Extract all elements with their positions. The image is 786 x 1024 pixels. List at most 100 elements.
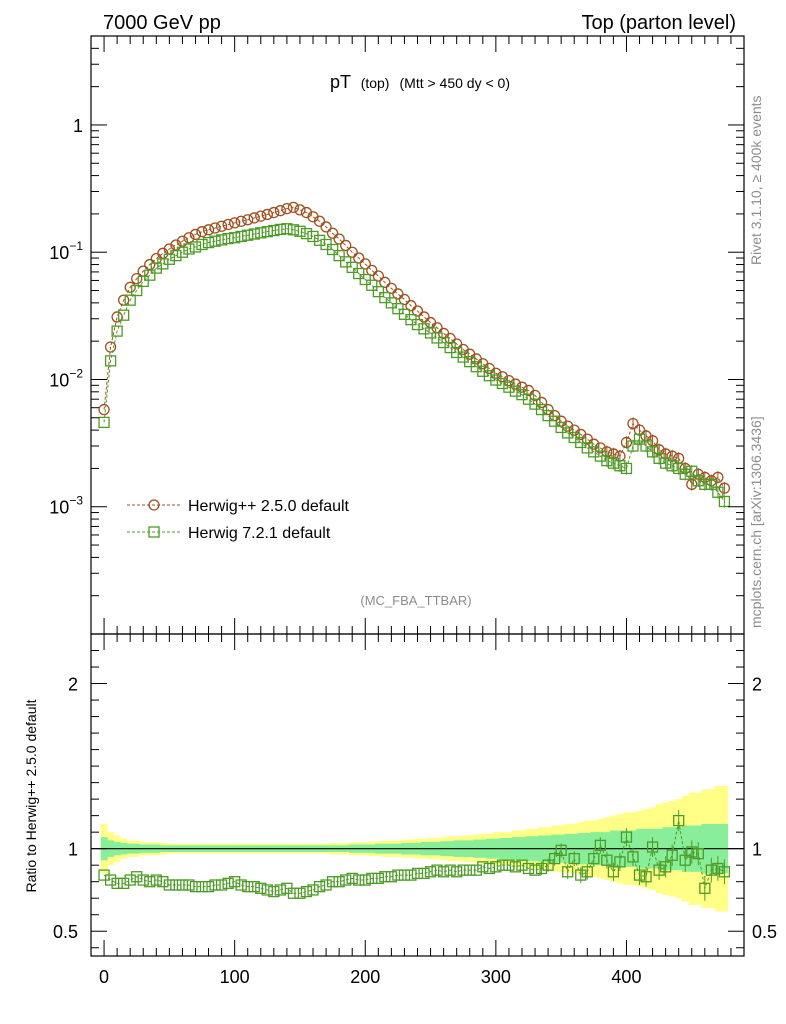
data-point-herwig-pp [594,442,606,454]
data-point-herwig-7 [170,249,182,262]
ratio-point [326,876,339,888]
ratio-point [405,869,417,881]
ratio-point [516,859,528,871]
data-point-herwig-pp [529,389,541,402]
data-point-herwig-7 [202,236,215,249]
ratio-point [614,856,626,868]
ratio-point [620,831,633,843]
data-point-herwig-7 [346,261,358,274]
ratio-point [627,851,639,863]
ratio-y-axis: 0.5 0.5 1 1 2 2 [53,650,777,949]
ratio-point [418,867,430,880]
ratio-point [431,864,443,876]
data-point-herwig-pp [503,374,515,387]
ratio-point [522,862,535,875]
data-point-herwig-pp [176,235,189,247]
data-point-herwig-pp [104,341,117,353]
data-point-herwig-pp [248,212,260,224]
ratio-point [699,882,711,894]
data-point-herwig-7 [261,226,273,238]
ratio-point [222,877,234,889]
title-sub: (top) [361,75,390,91]
header-left-label: 7000 GeV pp [103,12,221,34]
data-point-herwig-7 [104,355,117,367]
data-point-herwig-7 [503,381,515,393]
analysis-watermark: (MC_FBA_TTBAR) [360,593,471,608]
ratio-point [209,879,221,891]
ratio-point [594,839,606,852]
data-point-herwig-pp [353,252,365,264]
data-point-herwig-pp [287,201,300,214]
data-point-herwig-7 [640,440,652,452]
main-y-tick-label: 10−1 [49,239,83,263]
ratio-point [444,864,456,876]
ratio-point [118,877,130,889]
data-point-herwig-pp [202,224,215,236]
data-point-herwig-pp [274,205,287,217]
data-point-herwig-7 [287,224,300,236]
data-point-herwig-7 [313,234,326,246]
data-point-herwig-pp [209,222,221,234]
ratio-point [235,879,247,891]
ratio-point [111,877,123,889]
data-point-herwig-pp [346,246,358,258]
data-point-herwig-7 [124,294,136,306]
data-point-herwig-pp [418,311,430,323]
ratio-point [451,866,463,878]
data-point-herwig-7 [255,227,267,239]
data-point-herwig-7 [189,241,202,253]
data-point-herwig-7 [718,495,731,508]
header-right-label: Top (parton level) [581,12,736,34]
data-point-herwig-pp [366,264,378,277]
data-point-herwig-7 [509,385,522,397]
ratio-point [346,872,358,885]
data-point-herwig-pp [627,417,639,430]
legend-label-herwig-pp: Herwig++ 2.5.0 default [188,498,350,515]
ratio-point [294,887,306,899]
data-point-herwig-pp [398,293,411,306]
ratio-line [103,820,725,894]
data-point-herwig-pp [229,217,241,229]
data-point-herwig-pp [542,403,554,416]
ratio-point [646,841,659,853]
ratio-point [640,871,652,883]
data-point-herwig-pp [588,438,600,450]
x-tick-label: 200 [350,967,380,987]
ratio-point [398,869,411,881]
ratio-point [104,874,117,886]
data-point-herwig-7 [705,478,717,490]
data-point-herwig-7 [548,415,561,427]
ratio-ylabel: Ratio to Herwig++ 2.5.0 default [23,699,39,892]
data-point-herwig-pp [496,371,509,383]
ratio-point [673,814,685,827]
data-point-herwig-7 [307,230,319,243]
ratio-point [274,884,287,896]
data-point-herwig-7 [229,232,241,244]
legend-marker-square [148,526,160,538]
main-y-tick-label: 10−2 [49,366,83,390]
data-point-herwig-pp [170,239,182,251]
x-tick-label: 100 [220,967,250,987]
data-point-herwig-pp [261,208,273,221]
data-point-herwig-7 [614,460,626,472]
data-point-herwig-7 [281,223,293,235]
data-point-herwig-pp [118,294,130,306]
legend-entry-herwig-7: Herwig 7.2.1 default [127,525,331,542]
legend: Herwig++ 2.5.0 default Herwig 7.2.1 defa… [127,498,350,542]
ratio-point [653,864,665,876]
data-point-herwig-7 [535,403,548,416]
x-tick-label: 400 [611,967,641,987]
data-point-herwig-7 [633,433,646,445]
data-point-herwig-7 [483,370,495,382]
data-point-herwig-pp [379,276,391,288]
ratio-point [359,874,371,886]
data-point-herwig-pp [477,358,489,370]
main-y-axis: 1 10−1 10−2 10−3 [49,35,744,635]
ratio-point [483,862,495,875]
data-point-herwig-pp [320,221,332,233]
ratio-y-tick-label: 1 [68,840,78,860]
data-point-herwig-7 [666,460,678,472]
data-point-herwig-7 [248,228,260,240]
title-pt: pT [330,72,351,92]
ratio-point [176,879,189,891]
